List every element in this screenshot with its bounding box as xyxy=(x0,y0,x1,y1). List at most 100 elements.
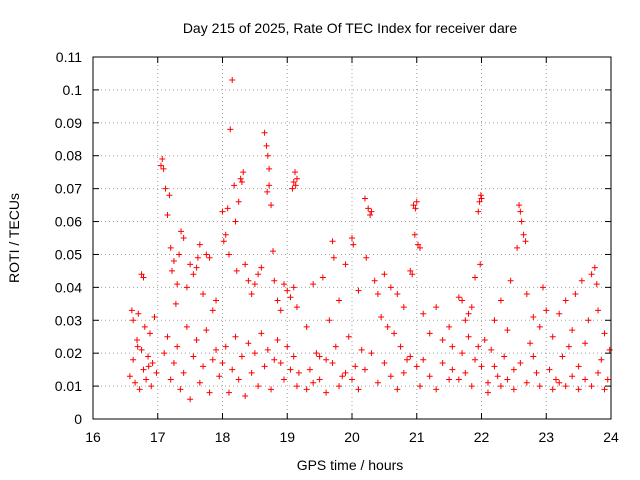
data-point xyxy=(258,330,265,337)
data-point xyxy=(284,287,291,294)
data-point xyxy=(439,360,446,367)
data-point xyxy=(231,182,238,189)
data-point xyxy=(478,363,485,370)
x-tick-label: 21 xyxy=(409,429,425,445)
data-point xyxy=(164,333,171,340)
x-tick-label: 22 xyxy=(474,429,490,445)
data-point xyxy=(330,254,337,261)
y-tick-label: 0.08 xyxy=(55,148,82,164)
data-point xyxy=(546,366,553,373)
data-point xyxy=(381,271,388,278)
data-point xyxy=(290,284,297,291)
data-point xyxy=(484,389,491,396)
data-point xyxy=(229,77,236,84)
data-point xyxy=(336,383,343,390)
data-point xyxy=(145,363,152,370)
data-point xyxy=(206,254,213,261)
data-point xyxy=(281,376,288,383)
data-point xyxy=(371,277,378,284)
data-point xyxy=(339,373,346,380)
data-point xyxy=(588,271,595,278)
data-point xyxy=(225,389,232,396)
data-point xyxy=(313,350,320,357)
data-point xyxy=(413,198,420,205)
data-point xyxy=(332,343,339,350)
data-point xyxy=(387,373,394,380)
x-tick-label: 23 xyxy=(538,429,554,445)
data-point xyxy=(160,165,167,172)
data-point xyxy=(329,238,336,245)
data-point xyxy=(242,261,249,268)
x-tick-label: 19 xyxy=(279,429,295,445)
data-point xyxy=(242,392,249,399)
data-point xyxy=(293,383,300,390)
data-point xyxy=(601,330,608,337)
data-point xyxy=(145,353,152,360)
data-point xyxy=(172,300,179,307)
data-point xyxy=(235,198,242,205)
data-point xyxy=(530,313,537,320)
data-point xyxy=(591,264,598,271)
data-point xyxy=(149,360,156,367)
data-point xyxy=(176,251,183,258)
data-point xyxy=(237,175,244,182)
data-point xyxy=(148,383,155,390)
data-point xyxy=(540,284,547,291)
data-point xyxy=(281,281,288,288)
data-point xyxy=(407,353,414,360)
data-point xyxy=(404,356,411,363)
data-point xyxy=(130,317,137,324)
data-point xyxy=(266,182,273,189)
data-point xyxy=(270,248,277,255)
data-point xyxy=(462,317,469,324)
data-point xyxy=(316,376,323,383)
data-point xyxy=(514,244,521,251)
data-point xyxy=(387,284,394,291)
data-point xyxy=(245,277,252,284)
data-point xyxy=(295,369,302,376)
data-point xyxy=(342,261,349,268)
data-point xyxy=(287,366,294,373)
data-point xyxy=(416,383,423,390)
data-point xyxy=(323,356,330,363)
data-point xyxy=(141,323,148,330)
data-point xyxy=(556,310,563,317)
x-tick-label: 16 xyxy=(85,429,101,445)
data-point xyxy=(595,307,602,314)
data-point xyxy=(598,356,605,363)
data-point xyxy=(518,218,525,225)
data-point xyxy=(319,274,326,281)
data-point xyxy=(248,369,255,376)
data-point xyxy=(465,333,472,340)
data-point xyxy=(472,274,479,281)
data-point xyxy=(161,350,168,357)
data-point xyxy=(365,205,372,212)
data-point xyxy=(130,356,137,363)
data-point xyxy=(170,360,177,367)
data-point xyxy=(569,327,576,334)
data-point xyxy=(233,267,240,274)
data-point xyxy=(527,340,534,347)
data-point xyxy=(497,383,504,390)
data-point xyxy=(368,208,375,215)
data-point xyxy=(193,264,200,271)
data-point xyxy=(178,228,185,235)
data-point xyxy=(410,202,417,209)
data-point xyxy=(151,313,158,320)
data-point xyxy=(582,376,589,383)
data-point xyxy=(468,383,475,390)
data-point xyxy=(478,195,485,202)
data-point xyxy=(446,323,453,330)
data-point xyxy=(180,235,187,241)
data-point xyxy=(533,369,540,376)
data-point xyxy=(349,235,355,241)
data-point xyxy=(258,264,265,271)
chart-title: Day 215 of 2025, Rate Of TEC Index for r… xyxy=(183,20,518,36)
data-point xyxy=(426,330,433,337)
data-point xyxy=(523,290,530,297)
data-point xyxy=(394,290,401,297)
data-point xyxy=(316,353,323,360)
data-point xyxy=(146,330,153,337)
data-point xyxy=(433,304,440,311)
